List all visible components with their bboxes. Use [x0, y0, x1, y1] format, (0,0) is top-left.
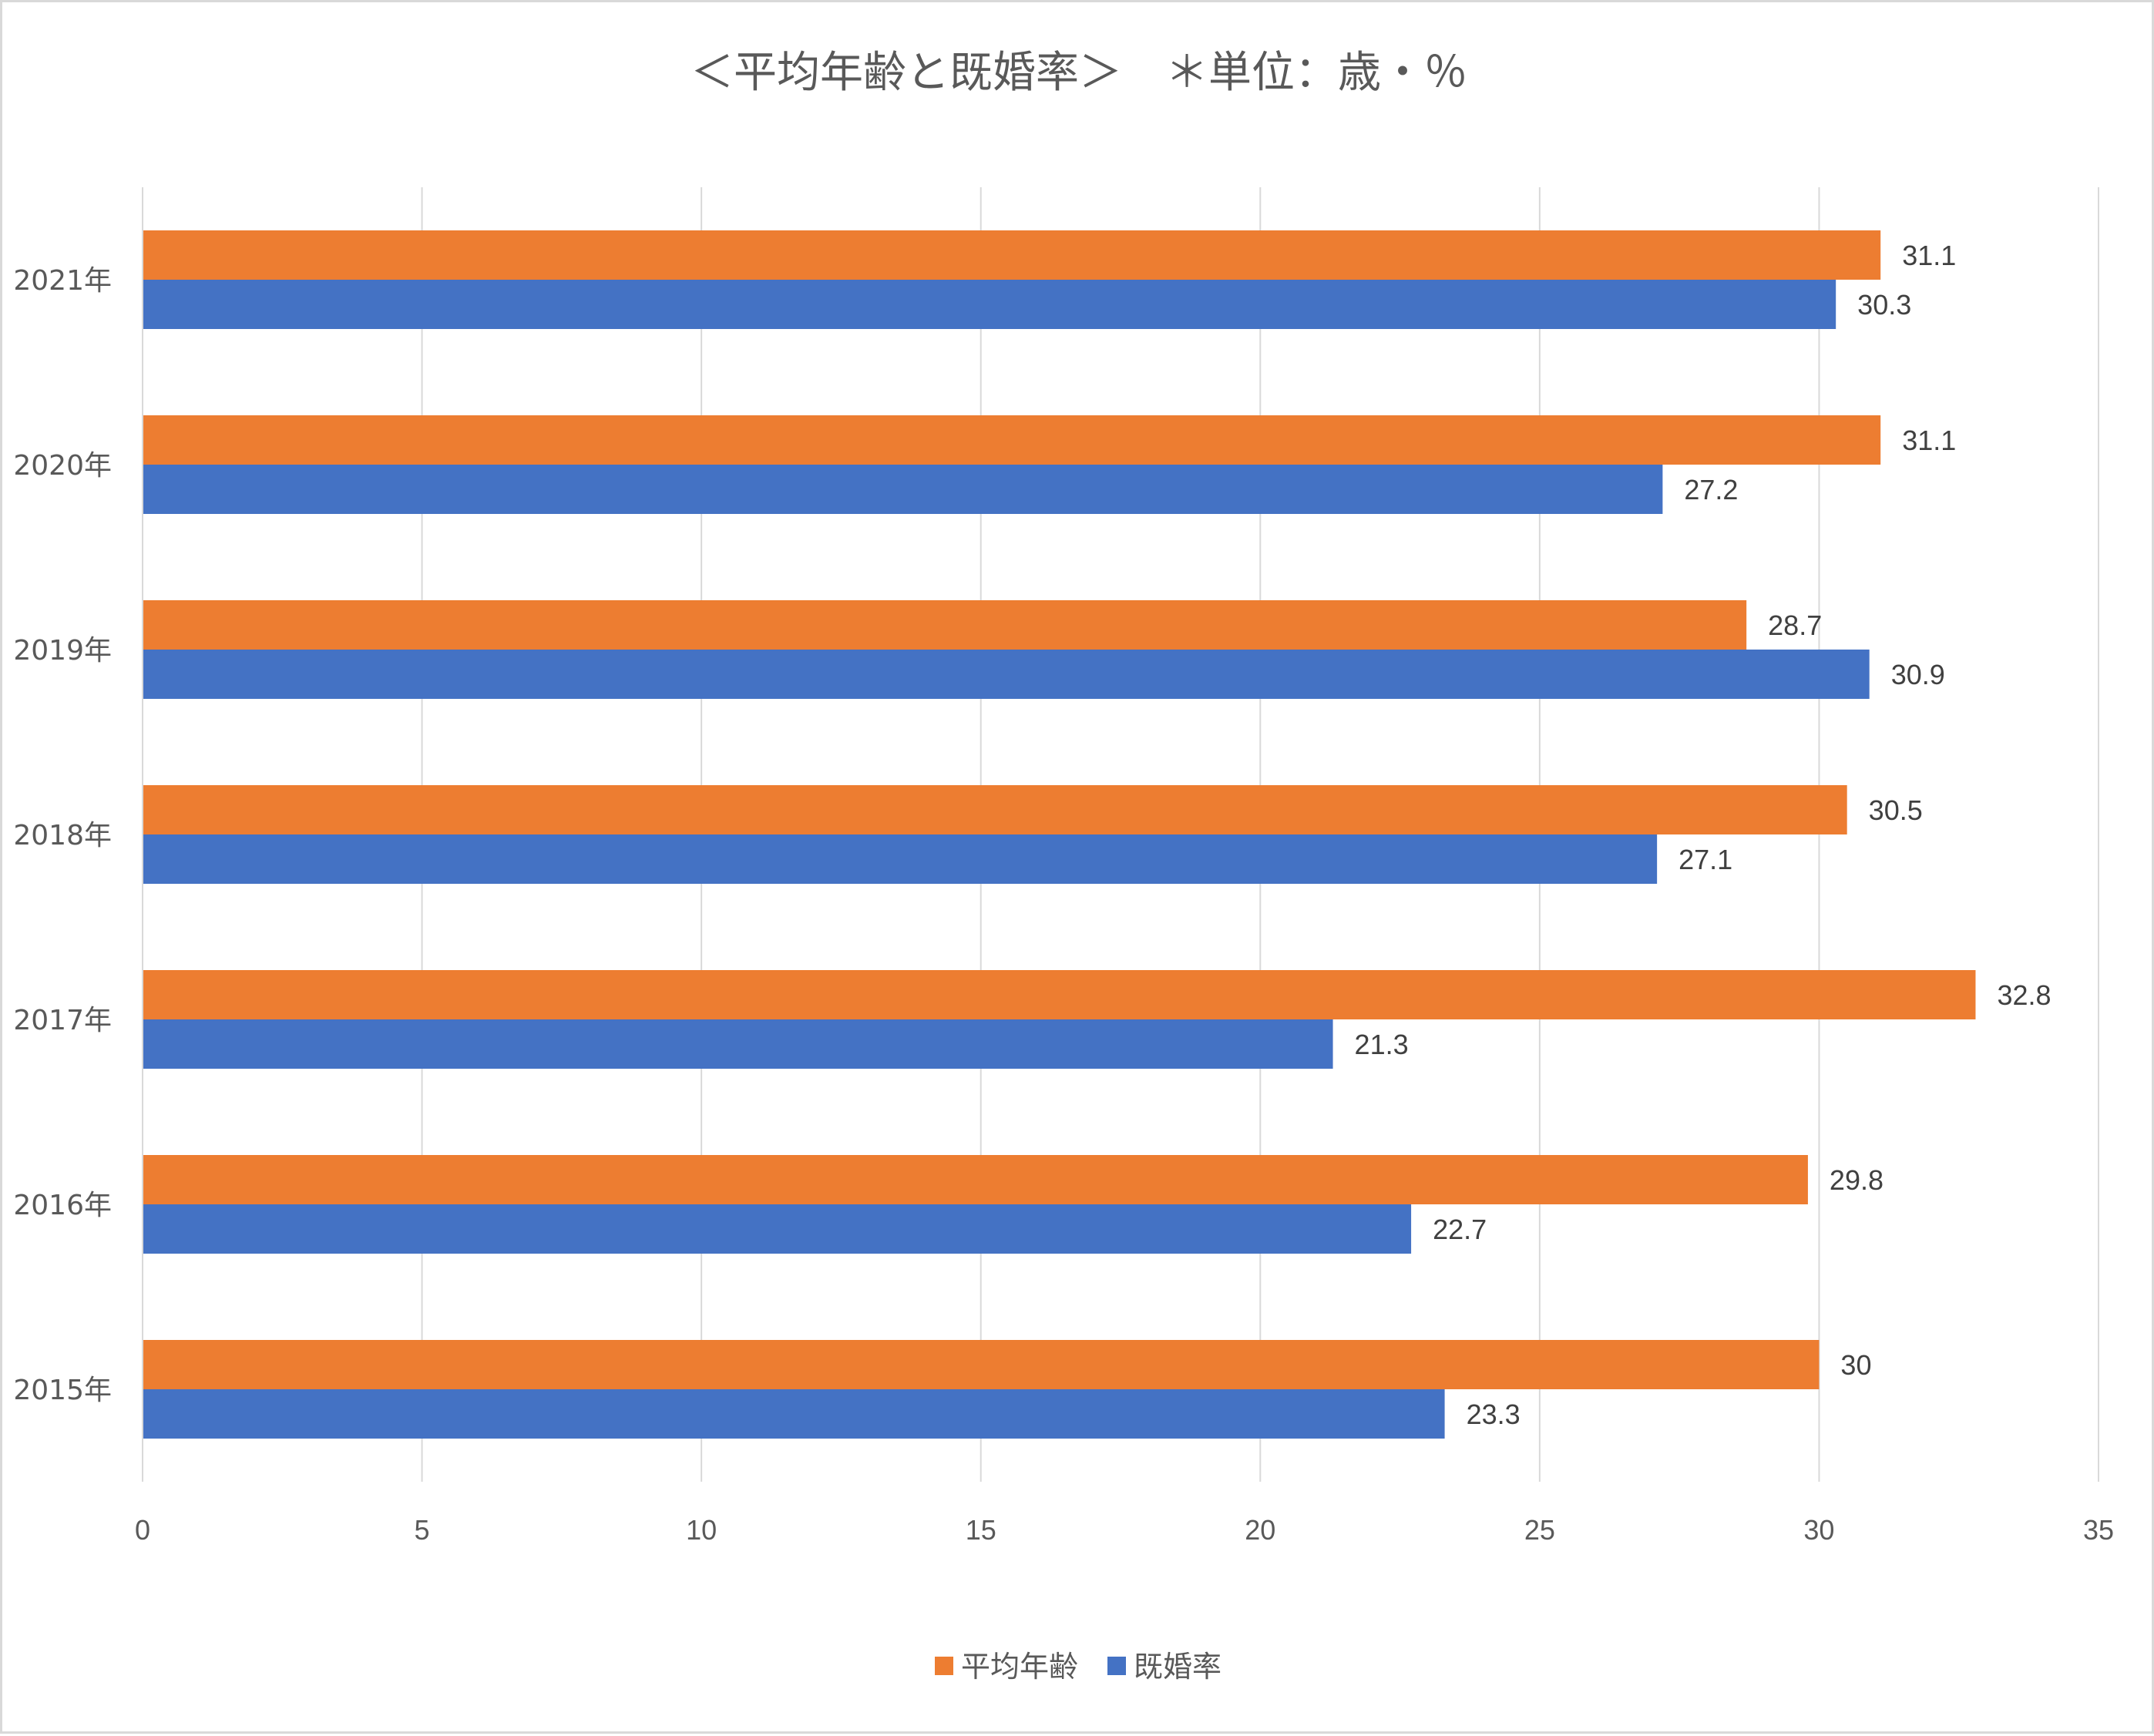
legend-swatch: [935, 1657, 953, 1675]
bar-heikin-nenrei: [143, 1340, 1820, 1389]
y-category-label: 2020年: [13, 450, 112, 482]
bar-kikon-ritsu: [143, 465, 1663, 514]
bar-heikin-nenrei: [143, 600, 1747, 650]
data-label: 27.1: [1679, 844, 1732, 875]
data-labels: 30 23.3 29.8 22.7 32.8 21.3 30.5 27.1 28.7 30.9 31…: [1355, 240, 2052, 1430]
y-category-label: 2016年: [13, 1190, 112, 1221]
bar-heikin-nenrei: [143, 785, 1847, 834]
x-tick-label: 35: [2083, 1514, 2114, 1546]
bar-heikin-nenrei: [143, 230, 1881, 280]
x-tick-label: 5: [415, 1514, 430, 1546]
y-category-label: 2017年: [13, 1005, 112, 1036]
y-category-label: 2019年: [13, 635, 112, 667]
chart-title: ＜平均年齢と既婚率＞ ＊単位：歳・％: [691, 48, 1467, 98]
legend: 平均年齢 既婚率: [935, 1650, 1221, 1684]
data-label: 31.1: [1902, 240, 1956, 271]
x-tick-label: 15: [966, 1514, 996, 1546]
data-label: 30: [1840, 1349, 1871, 1381]
legend-label: 平均年齢: [961, 1650, 1078, 1684]
bar-kikon-ritsu: [143, 1019, 1333, 1069]
bars: [143, 230, 1976, 1439]
bar-heikin-nenrei: [143, 415, 1881, 465]
bar-kikon-ritsu: [143, 280, 1836, 329]
y-category-label: 2015年: [13, 1375, 112, 1406]
bar-kikon-ritsu: [143, 834, 1658, 884]
axes: 0 5 10 15 20 25 30 35 2015年 2016年 2017年 2018年 2019年 2…: [13, 187, 2114, 1546]
bar-kikon-ritsu: [143, 1389, 1445, 1439]
x-tick-label: 10: [686, 1514, 717, 1546]
x-tick-label: 30: [1803, 1514, 1834, 1546]
data-label: 23.3: [1467, 1399, 1521, 1430]
data-label: 22.7: [1433, 1214, 1487, 1245]
data-label: 31.1: [1902, 425, 1956, 456]
bar-kikon-ritsu: [143, 1204, 1412, 1254]
y-category-label: 2018年: [13, 820, 112, 851]
data-label: 29.8: [1830, 1164, 1883, 1196]
bar-heikin-nenrei: [143, 1155, 1808, 1204]
data-label: 28.7: [1768, 609, 1822, 641]
bar-heikin-nenrei: [143, 970, 1976, 1019]
data-label: 32.8: [1997, 979, 2051, 1011]
data-label: 21.3: [1355, 1029, 1409, 1060]
legend-swatch: [1107, 1657, 1126, 1675]
bar-kikon-ritsu: [143, 650, 1870, 699]
data-label: 30.9: [1891, 659, 1945, 690]
data-label: 30.5: [1869, 794, 1923, 826]
x-tick-label: 0: [135, 1514, 150, 1546]
legend-label: 既婚率: [1134, 1650, 1221, 1684]
x-tick-label: 20: [1245, 1514, 1275, 1546]
data-label: 27.2: [1684, 474, 1738, 505]
data-label: 30.3: [1857, 289, 1911, 321]
x-tick-label: 25: [1524, 1514, 1555, 1546]
y-category-label: 2021年: [13, 265, 112, 297]
